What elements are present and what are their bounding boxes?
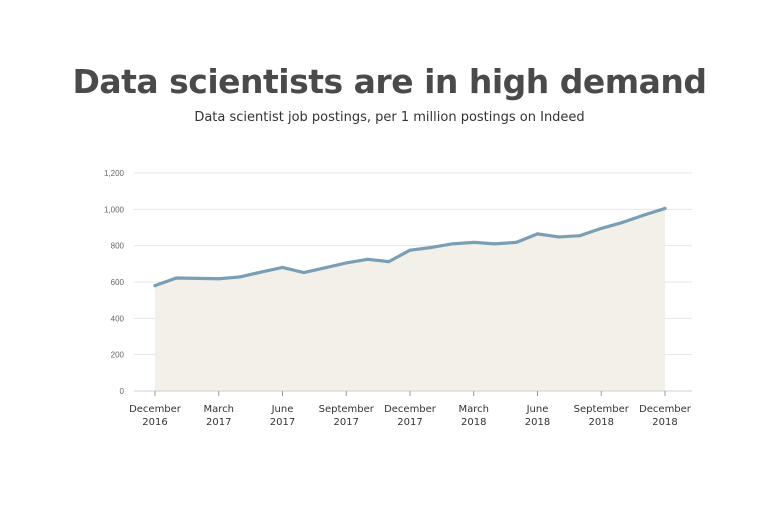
data-point bbox=[238, 275, 242, 279]
data-point bbox=[620, 220, 625, 225]
data-point bbox=[557, 235, 561, 239]
y-tick-label: 800 bbox=[111, 242, 125, 251]
data-point bbox=[535, 232, 540, 236]
data-point bbox=[174, 276, 178, 280]
data-point bbox=[408, 248, 412, 252]
chart-title: Data scientists are in high demand bbox=[72, 62, 707, 101]
x-tick-label: September 2018 bbox=[574, 404, 630, 428]
data-point bbox=[642, 213, 646, 217]
y-tick-label: 1,200 bbox=[104, 169, 125, 178]
data-point bbox=[493, 242, 497, 246]
data-point bbox=[429, 245, 433, 250]
x-tick-label: June 2018 bbox=[525, 404, 550, 428]
data-point bbox=[514, 240, 518, 244]
y-tick-label: 200 bbox=[111, 351, 125, 360]
data-point bbox=[578, 234, 582, 238]
y-tick-label: 400 bbox=[111, 314, 125, 323]
data-point bbox=[472, 240, 476, 244]
data-point bbox=[387, 260, 391, 264]
area-fill bbox=[155, 208, 665, 391]
x-tick-label: September 2017 bbox=[319, 404, 375, 428]
chart-subtitle: Data scientist job postings, per 1 milli… bbox=[194, 110, 585, 125]
data-point bbox=[365, 257, 370, 261]
x-tick-label: December 2017 bbox=[384, 404, 437, 428]
y-tick-label: 1,000 bbox=[104, 205, 125, 214]
data-point bbox=[450, 242, 455, 246]
data-point bbox=[217, 277, 221, 281]
x-tick-label: December 2016 bbox=[129, 404, 182, 428]
x-tick-label: March 2017 bbox=[204, 404, 234, 428]
data-point bbox=[259, 270, 263, 274]
y-tick-label: 600 bbox=[111, 278, 125, 287]
data-point bbox=[302, 270, 306, 275]
data-point bbox=[153, 284, 157, 288]
data-point bbox=[323, 266, 327, 270]
data-point bbox=[344, 261, 348, 265]
x-tick-label: March 2018 bbox=[459, 404, 489, 428]
data-point bbox=[663, 206, 667, 211]
data-point bbox=[599, 226, 603, 231]
y-tick-label: 0 bbox=[120, 387, 125, 396]
data-point bbox=[195, 276, 200, 280]
x-tick-label: June 2017 bbox=[270, 404, 295, 428]
data-point bbox=[280, 265, 285, 270]
x-tick-label: December 2018 bbox=[639, 404, 692, 428]
